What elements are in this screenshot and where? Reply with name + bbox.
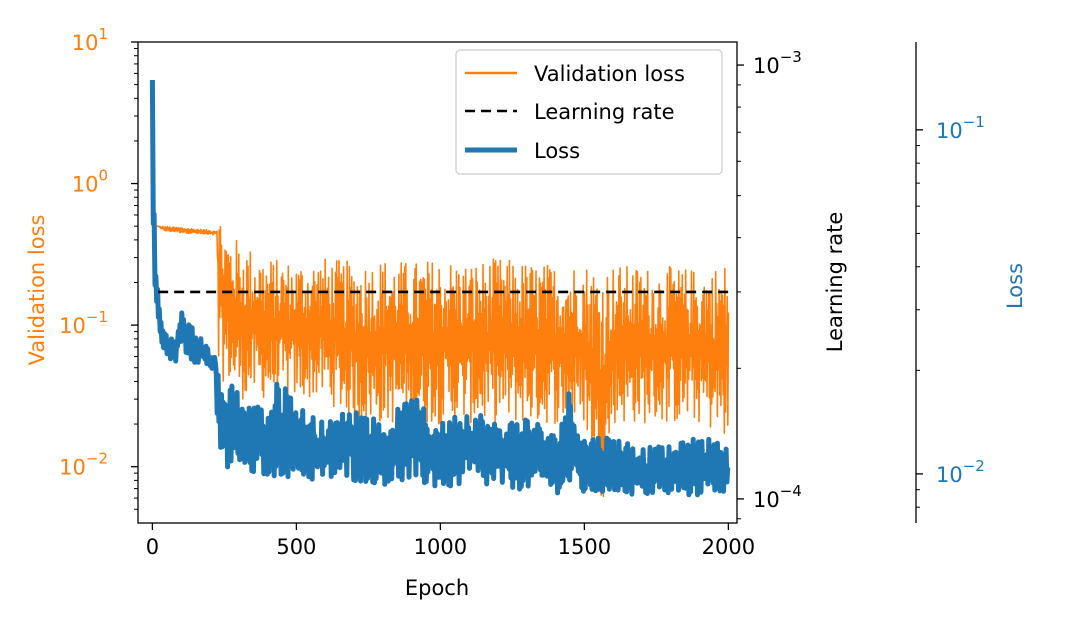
validation-tick-label: 100 (72, 167, 108, 197)
validation-axis-label: Validation loss (25, 215, 49, 366)
learning-rate-tick-label: 10−3 (753, 48, 802, 78)
validation-tick-label: 10−2 (59, 450, 108, 480)
legend-box (455, 49, 723, 175)
x-tick-label: 0 (146, 535, 159, 559)
series-loss (149, 79, 731, 498)
x-axis-label: Epoch (405, 576, 469, 600)
series-validation-loss (152, 225, 730, 498)
x-tick-label: 1000 (414, 535, 467, 559)
legend-label-validation: Validation loss (534, 62, 685, 86)
loss-axis-label: Loss (1003, 263, 1027, 309)
loss-tick-label: 10−2 (936, 457, 985, 487)
x-tick-label: 2000 (702, 535, 755, 559)
legend-label-loss: Loss (534, 139, 580, 163)
validation-tick-label: 101 (72, 25, 108, 55)
legend: Validation loss Learning rate Loss (455, 49, 723, 175)
legend-entry-learning-rate: Learning rate (465, 100, 675, 124)
learning-rate-axis-label: Learning rate (823, 212, 847, 353)
loss-axis-ticks: 10−2 10−1 (916, 113, 985, 508)
series-layer (149, 79, 731, 498)
legend-entry-loss: Loss (465, 139, 580, 163)
learning-rate-tick-label: 10−4 (753, 482, 802, 512)
x-tick-label: 1500 (558, 535, 611, 559)
legend-entry-validation: Validation loss (465, 62, 685, 86)
loss-tick-label: 10−1 (936, 113, 985, 143)
x-axis-ticks: 0 500 1000 1500 2000 (146, 523, 755, 559)
learning-rate-axis-ticks: 10−4 10−3 (737, 48, 802, 520)
legend-label-learning-rate: Learning rate (534, 100, 675, 124)
x-tick-label: 500 (276, 535, 316, 559)
validation-tick-label: 10−1 (59, 308, 108, 338)
validation-axis-ticks: 10−2 10−1 100 101 (59, 25, 138, 510)
